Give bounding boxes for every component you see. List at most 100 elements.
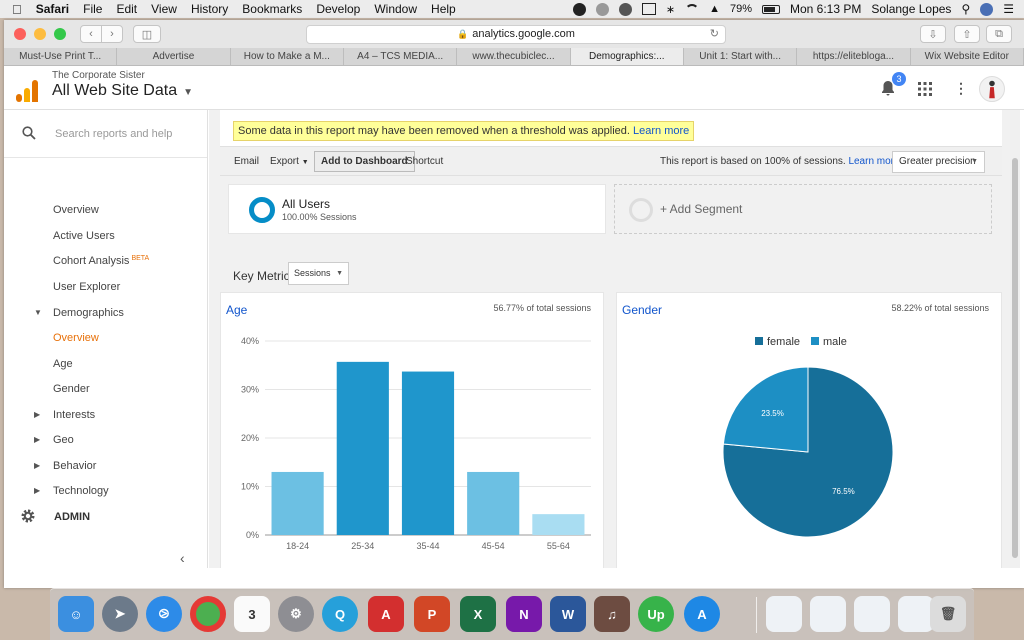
menu-edit[interactable]: Edit: [106, 2, 137, 16]
segment-all-users[interactable]: All Users 100.00% Sessions: [228, 184, 606, 234]
document-thumbnail-icon[interactable]: [898, 596, 934, 632]
garageband-icon[interactable]: ♫: [594, 596, 630, 632]
nav-behavior[interactable]: Behavior: [53, 460, 97, 472]
calendar-icon[interactable]: 3: [234, 596, 270, 632]
nav-cohort-analysis[interactable]: Cohort Analysis BETA: [53, 255, 149, 267]
property-selector[interactable]: All Web Site Data ▼: [52, 82, 193, 100]
launchpad-icon[interactable]: ➤: [102, 596, 138, 632]
menu-develop[interactable]: Develop: [306, 2, 360, 16]
nav-admin[interactable]: ADMIN: [54, 511, 91, 523]
downloads-button[interactable]: ⇩: [920, 25, 946, 43]
account-name[interactable]: The Corporate Sister: [52, 70, 145, 81]
collapse-nav-icon[interactable]: ‹: [180, 550, 185, 566]
search-input[interactable]: Search reports and help: [55, 128, 173, 140]
nav-age[interactable]: Age: [53, 358, 73, 370]
apple-icon[interactable]: : [12, 2, 22, 17]
nav-demographics-overview[interactable]: Overview: [53, 332, 99, 344]
menu-file[interactable]: File: [73, 2, 102, 16]
triangle-right-icon[interactable]: ▶: [34, 410, 41, 419]
browser-tab[interactable]: www.thecubiclec...: [457, 48, 571, 65]
triangle-down-icon[interactable]: ▼: [34, 308, 42, 317]
triangle-right-icon[interactable]: ▶: [34, 461, 41, 470]
close-window-button[interactable]: [14, 28, 26, 40]
triangle-right-icon[interactable]: ▶: [34, 486, 41, 495]
key-metric-dropdown[interactable]: Sessions ▼: [288, 262, 349, 285]
forward-button[interactable]: ›: [101, 25, 123, 43]
siri-icon[interactable]: [980, 2, 994, 16]
back-button[interactable]: ‹: [80, 25, 102, 43]
document-thumbnail-icon[interactable]: [854, 596, 890, 632]
browser-tab[interactable]: Must-Use Print T...: [4, 48, 118, 65]
clock[interactable]: Mon 6:13 PM: [789, 2, 862, 16]
browser-tab[interactable]: Unit 1: Start with...: [684, 48, 798, 65]
nav-user-explorer[interactable]: User Explorer: [53, 281, 121, 293]
system-preferences-icon[interactable]: ⚙: [278, 596, 314, 632]
menu-window[interactable]: Window: [364, 2, 417, 16]
show-tabs-button[interactable]: ⧉: [986, 25, 1012, 43]
menu-history[interactable]: History: [181, 2, 228, 16]
nav-technology[interactable]: Technology: [53, 485, 109, 497]
bell-icon[interactable]: [880, 80, 896, 96]
trash-icon[interactable]: 🗑: [930, 596, 966, 632]
sessions-learn-more-link[interactable]: Learn more: [848, 156, 900, 167]
browser-tab[interactable]: https://elitebloga...: [797, 48, 911, 65]
spotlight-icon[interactable]: ⚲: [961, 2, 971, 16]
nav-interests[interactable]: Interests: [53, 409, 96, 421]
browser-tab[interactable]: Wix Website Editor: [911, 48, 1024, 65]
browser-tab[interactable]: Advertise: [117, 48, 231, 65]
email-button[interactable]: Email: [234, 156, 260, 167]
upwork-icon[interactable]: Up: [638, 596, 674, 632]
page-scrollbar[interactable]: [1010, 110, 1020, 568]
scrollbar-thumb[interactable]: [1012, 158, 1018, 558]
nav-active-users[interactable]: Active Users: [53, 230, 115, 242]
precision-dropdown[interactable]: Greater precision ▼: [892, 151, 985, 173]
search-box[interactable]: Search reports and help: [4, 110, 207, 158]
sync-status-icon[interactable]: [595, 2, 609, 16]
reload-icon[interactable]: ↻: [709, 28, 719, 40]
address-bar[interactable]: 🔒 analytics.google.com ↻: [306, 25, 726, 44]
analytics-logo-icon[interactable]: [16, 80, 38, 102]
excel-icon[interactable]: X: [460, 596, 496, 632]
nav-overview[interactable]: Overview: [53, 204, 99, 216]
age-panel-title[interactable]: Age: [226, 303, 248, 317]
share-button[interactable]: ⇧: [954, 25, 980, 43]
document-thumbnail-icon[interactable]: [766, 596, 802, 632]
zoom-window-button[interactable]: [54, 28, 66, 40]
battery-icon[interactable]: [761, 4, 780, 14]
add-to-dashboard-button[interactable]: Add to Dashboard: [314, 151, 415, 172]
browser-tab-active[interactable]: Demographics:...: [570, 48, 684, 65]
add-segment-button[interactable]: + Add Segment: [614, 184, 992, 234]
time-machine-icon[interactable]: [618, 2, 632, 16]
more-vert-icon[interactable]: ⋮: [954, 80, 968, 96]
menu-view[interactable]: View: [141, 2, 177, 16]
export-button[interactable]: Export ▼: [270, 156, 309, 167]
wifi-icon[interactable]: [685, 4, 700, 14]
notification-center-icon[interactable]: ☰: [1003, 2, 1014, 16]
finder-icon[interactable]: ☺: [58, 596, 94, 632]
safari-icon[interactable]: ⧁: [146, 596, 182, 632]
triangle-right-icon[interactable]: ▶: [34, 435, 41, 444]
gear-icon[interactable]: [20, 508, 36, 524]
app-store-icon[interactable]: A: [684, 596, 720, 632]
airplay-icon[interactable]: [641, 3, 656, 15]
menu-bookmarks[interactable]: Bookmarks: [232, 2, 302, 16]
browser-tab[interactable]: How to Make a M...: [231, 48, 344, 65]
chrome-icon[interactable]: [190, 596, 226, 632]
minimize-window-button[interactable]: [34, 28, 46, 40]
word-icon[interactable]: W: [550, 596, 586, 632]
document-thumbnail-icon[interactable]: [810, 596, 846, 632]
menu-help[interactable]: Help: [421, 2, 456, 16]
battery-percent[interactable]: 79%: [729, 3, 752, 15]
nav-gender[interactable]: Gender: [53, 383, 90, 395]
apps-grid-icon[interactable]: [918, 82, 932, 96]
gender-panel-title[interactable]: Gender: [622, 303, 663, 317]
upwork-status-icon[interactable]: [572, 2, 586, 16]
avatar[interactable]: [979, 76, 1005, 102]
acrobat-icon[interactable]: A: [368, 596, 404, 632]
user-name[interactable]: Solange Lopes: [871, 2, 952, 16]
nav-geo[interactable]: Geo: [53, 434, 74, 446]
onenote-icon[interactable]: N: [506, 596, 542, 632]
notice-learn-more-link[interactable]: Learn more: [633, 125, 690, 137]
nav-demographics[interactable]: Demographics: [53, 307, 124, 319]
menu-app-name[interactable]: Safari: [26, 2, 69, 16]
